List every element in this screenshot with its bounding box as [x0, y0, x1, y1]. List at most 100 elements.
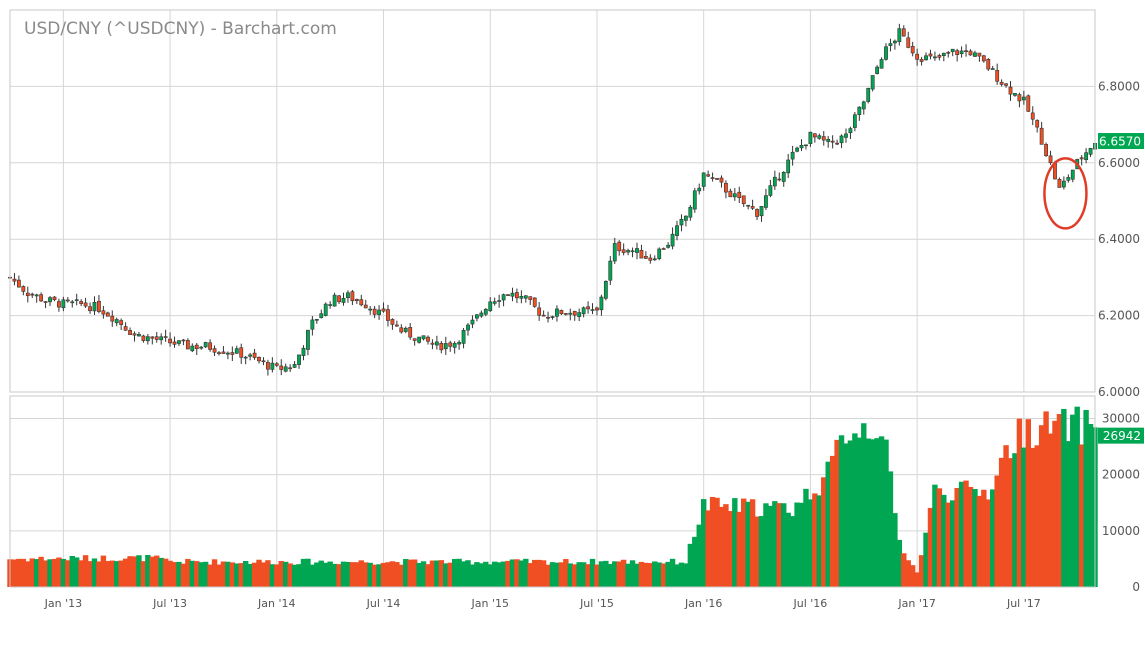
volume-bar	[1070, 414, 1076, 587]
volume-bar	[576, 562, 582, 587]
volume-bar	[825, 461, 831, 587]
volume-bar	[612, 561, 618, 587]
volume-bar	[469, 564, 476, 587]
candle-body	[568, 312, 573, 315]
candle-body	[817, 135, 822, 139]
volume-bar	[69, 555, 75, 587]
volume-bar	[678, 562, 685, 587]
candle-body	[986, 59, 991, 70]
volume-bar	[367, 562, 373, 587]
candle-body	[461, 330, 466, 344]
candle-body	[875, 66, 880, 74]
volume-bar	[16, 558, 22, 587]
candle-body	[621, 249, 626, 253]
candle-body	[657, 248, 662, 259]
candle-body	[1057, 178, 1062, 188]
candle-body	[684, 215, 688, 221]
candle-body	[470, 319, 475, 325]
volume-bar	[109, 560, 115, 587]
volume-bar	[798, 502, 805, 587]
candle-body	[523, 295, 528, 299]
volume-bar	[127, 556, 133, 587]
candle-body	[363, 304, 368, 309]
volume-bar	[563, 559, 569, 587]
volume-bar	[514, 559, 520, 587]
volume-bar	[416, 562, 422, 587]
candle-body	[750, 206, 755, 209]
candle-body	[519, 295, 524, 299]
volume-bar	[789, 516, 796, 587]
volume-bar	[420, 561, 427, 587]
candle-body	[515, 292, 519, 299]
volume-bar	[167, 560, 173, 587]
volume-bar	[269, 564, 276, 587]
volume-bar	[265, 560, 271, 587]
candle-body	[266, 362, 270, 370]
candle-body	[403, 327, 408, 332]
volume-bar	[1052, 420, 1058, 587]
volume-bar	[683, 563, 689, 587]
candle-body	[150, 336, 155, 339]
candle-body	[1035, 120, 1040, 128]
volume-bar	[572, 564, 578, 587]
candle-body	[1013, 93, 1017, 96]
candle-body	[639, 249, 644, 259]
volume-bar	[105, 561, 111, 587]
volume-bar	[340, 561, 347, 587]
candle-body	[448, 342, 453, 347]
candle-body	[110, 315, 115, 322]
volume-bar	[500, 561, 507, 587]
volume-bar	[74, 557, 80, 587]
volume-last-value-tag: 26942	[1103, 429, 1141, 443]
volume-bar	[643, 562, 649, 587]
candle-body	[88, 306, 92, 312]
candle-body	[230, 352, 235, 355]
candle-body	[768, 185, 773, 196]
candle-body	[510, 292, 515, 297]
candle-body	[243, 356, 248, 359]
volume-bar	[647, 563, 654, 587]
volume-bar	[874, 438, 880, 587]
volume-bar	[145, 554, 151, 587]
volume-bar	[580, 562, 587, 587]
volume-bar	[154, 555, 160, 587]
candle-body	[368, 308, 373, 311]
volume-bar	[185, 558, 191, 587]
candle-body	[643, 256, 648, 259]
candle-body	[394, 324, 399, 327]
candle-body	[937, 55, 942, 58]
volume-bar	[505, 560, 511, 587]
volume-bar	[140, 561, 147, 587]
volume-bar	[291, 564, 298, 587]
volume-bar	[20, 558, 27, 587]
volume-bar	[229, 562, 236, 587]
candle-body	[879, 59, 884, 69]
candle-body	[759, 206, 764, 217]
volume-bar	[51, 558, 58, 587]
candle-body	[999, 81, 1004, 85]
price-candles	[8, 23, 1097, 376]
candle-body	[279, 365, 284, 370]
candle-body	[132, 333, 137, 336]
candle-body	[350, 291, 355, 302]
candle-body	[915, 53, 920, 60]
volume-bar	[936, 488, 943, 587]
candle-body	[577, 312, 582, 317]
volume-bar	[1087, 424, 1094, 587]
volume-bar	[896, 539, 903, 587]
candle-body	[901, 28, 906, 37]
candle-body	[804, 144, 808, 147]
volume-bar	[985, 499, 991, 587]
candle-body	[852, 114, 857, 128]
volume-bar	[114, 561, 120, 587]
candle-body	[421, 335, 426, 340]
candle-body	[426, 336, 430, 342]
volume-bar	[998, 457, 1005, 587]
volume-bar	[945, 502, 951, 587]
candle-body	[288, 367, 293, 370]
candle-body	[141, 335, 146, 341]
candle-body	[399, 327, 404, 333]
candle-body	[572, 311, 577, 316]
volume-bar	[47, 559, 53, 587]
